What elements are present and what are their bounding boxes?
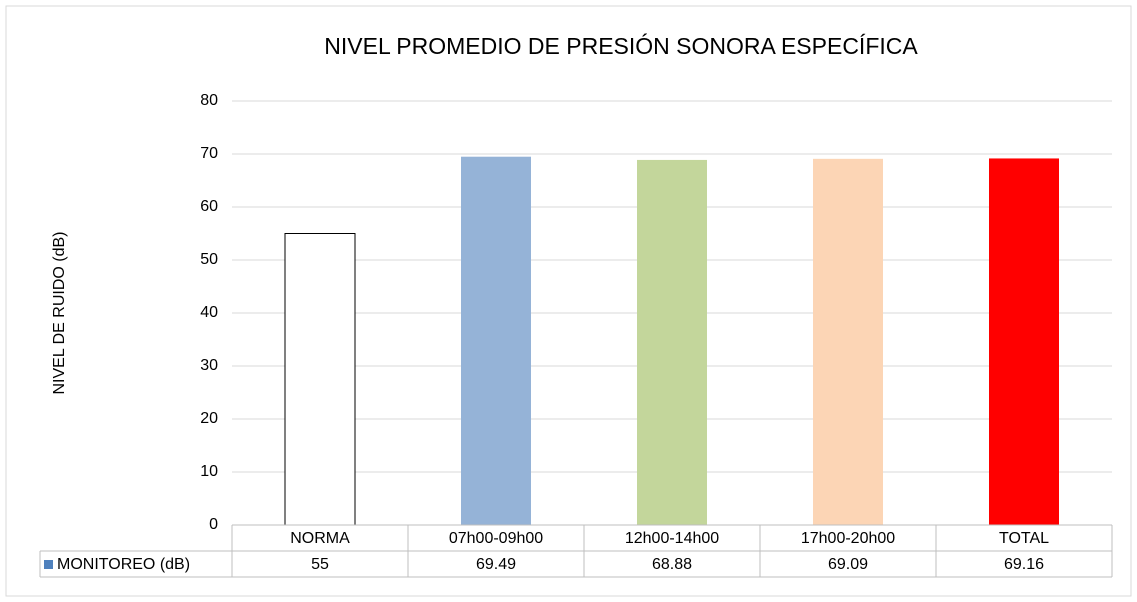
table-value: 69.49: [476, 556, 516, 573]
legend-key: [44, 560, 53, 569]
bar: [284, 233, 356, 526]
y-tick-label: 20: [200, 410, 218, 427]
y-tick-label: 0: [209, 516, 218, 533]
y-tick-label: 30: [200, 357, 218, 374]
bar: [461, 156, 531, 525]
bar: [637, 159, 707, 525]
y-tick-label: 60: [200, 198, 218, 215]
y-tick-label: 70: [200, 145, 218, 162]
x-tick-label: 17h00-20h00: [801, 530, 895, 547]
bar: [989, 158, 1059, 525]
table-value: 69.09: [828, 556, 868, 573]
legend-label: MONITOREO (dB): [57, 556, 190, 573]
y-axis-label: NIVEL DE RUIDO (dB): [51, 232, 68, 395]
y-tick-label: 40: [200, 304, 218, 321]
chart-border: [5, 5, 1132, 597]
y-tick-label: 10: [200, 463, 218, 480]
table-value: 55: [311, 556, 329, 573]
x-tick-label: NORMA: [290, 530, 350, 547]
table-value: 69.16: [1004, 556, 1044, 573]
x-tick-label: 07h00-09h00: [449, 530, 543, 547]
table-value: 68.88: [652, 556, 692, 573]
bar: [813, 158, 883, 525]
x-tick-label: 12h00-14h00: [625, 530, 719, 547]
chart-title: NIVEL PROMEDIO DE PRESIÓN SONORA ESPECÍF…: [324, 33, 918, 59]
y-tick-label: 80: [200, 92, 218, 109]
y-tick-label: 50: [200, 251, 218, 268]
x-tick-label: TOTAL: [999, 530, 1049, 547]
